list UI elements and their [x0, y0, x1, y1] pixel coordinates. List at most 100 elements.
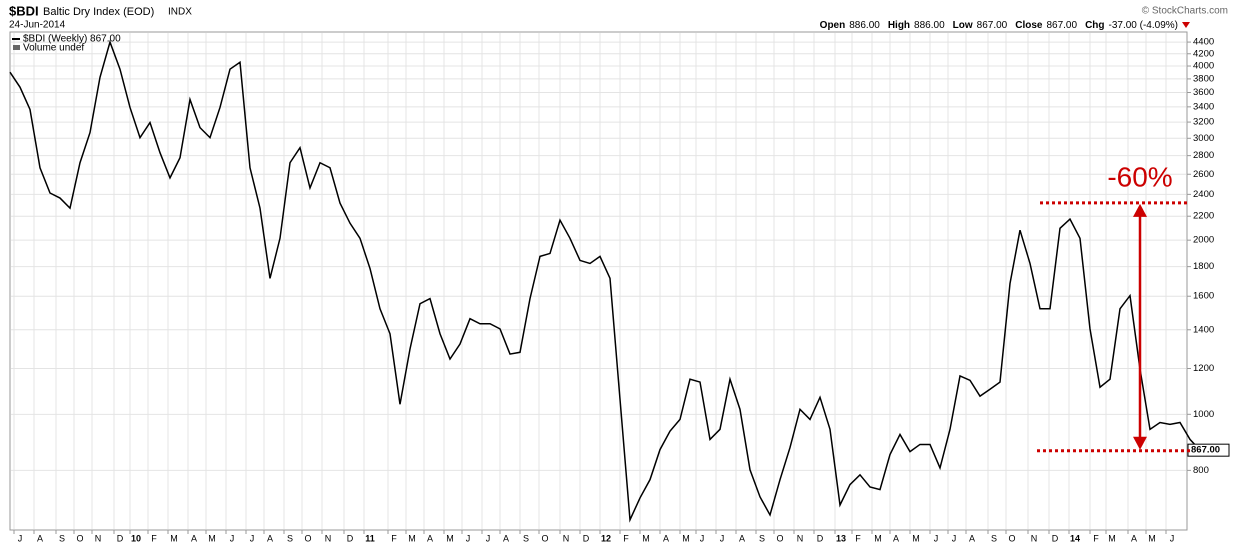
x-tick-label: J — [720, 533, 725, 543]
quote-value: 886.00 — [914, 20, 945, 31]
x-tick-label: O — [1008, 533, 1015, 543]
y-tick-label: 1200 — [1193, 363, 1214, 374]
x-tick-label: M — [170, 533, 178, 543]
x-tick-label: M — [408, 533, 416, 543]
y-tick-label: 2200 — [1193, 211, 1214, 222]
x-tick-label: J — [700, 533, 705, 543]
x-tick-label: J — [1170, 533, 1175, 543]
legend-label: Volume undef — [23, 43, 84, 54]
x-tick-label: A — [663, 533, 669, 543]
y-tick-label: 1000 — [1193, 409, 1214, 420]
x-tick-label: J — [466, 533, 471, 543]
x-tick-label: F — [1093, 533, 1099, 543]
exchange: INDX — [168, 7, 192, 18]
y-tick-label: 3400 — [1193, 101, 1214, 112]
quote-label: Close — [1015, 20, 1043, 31]
x-tick-label: J — [250, 533, 255, 543]
x-tick-label: N — [1031, 533, 1038, 543]
plot-frame — [9, 31, 1188, 531]
quote-value: 867.00 — [1046, 20, 1077, 31]
x-tick-label: J — [952, 533, 957, 543]
x-tick-label: J — [18, 533, 23, 543]
x-tick-label: O — [776, 533, 783, 543]
x-tick-label: A — [1131, 533, 1137, 543]
y-tick-label: 2800 — [1193, 150, 1214, 161]
x-tick-label: S — [523, 533, 529, 543]
y-tick-label: 3000 — [1193, 133, 1214, 144]
x-tick-label: J — [934, 533, 939, 543]
quote-value: 867.00 — [977, 20, 1008, 31]
x-tick-label: A — [427, 533, 433, 543]
x-tick-label: M — [642, 533, 650, 543]
x-tick-label: M — [1108, 533, 1116, 543]
x-tick-label: S — [287, 533, 293, 543]
x-tick-label: O — [304, 533, 311, 543]
x-tick-label: J — [486, 533, 491, 543]
x-tick-label: S — [59, 533, 65, 543]
annotation-text: -60% — [1107, 161, 1172, 192]
x-tick-label: S — [759, 533, 765, 543]
x-tick-label: N — [797, 533, 804, 543]
legend-swatch — [13, 45, 20, 50]
quote-label: High — [888, 20, 910, 31]
y-tick-label: 3600 — [1193, 87, 1214, 98]
x-tick-label: S — [991, 533, 997, 543]
x-tick-label: A — [191, 533, 197, 543]
x-tick-label: F — [623, 533, 629, 543]
quote-label: Chg — [1085, 20, 1104, 31]
x-tick-label: A — [739, 533, 745, 543]
date: 24-Jun-2014 — [9, 20, 66, 31]
x-tick-label: O — [76, 533, 83, 543]
y-tick-label: 2400 — [1193, 189, 1214, 200]
y-tick-label: 1800 — [1193, 261, 1214, 272]
price-line — [9, 39, 1201, 523]
down-arrow — [1182, 22, 1190, 28]
x-tick-label: 13 — [836, 533, 846, 543]
x-tick-label: N — [95, 533, 102, 543]
x-tick-label: M — [446, 533, 454, 543]
arrow-head — [1133, 203, 1147, 217]
x-tick-label: D — [1052, 533, 1059, 543]
chart-title: Baltic Dry Index (EOD) — [43, 6, 154, 18]
y-tick-label: 4000 — [1193, 61, 1214, 72]
y-tick-label: 3800 — [1193, 73, 1214, 84]
x-tick-label: A — [503, 533, 509, 543]
x-tick-label: F — [391, 533, 397, 543]
quote: Open 886.00 High 886.00 Low 867.00 Close 867.00… — [820, 20, 1178, 31]
source: © StockCharts.com — [1142, 6, 1228, 17]
legend-label: $BDI (Weekly) 867.00 — [23, 34, 121, 45]
x-tick-label: F — [151, 533, 157, 543]
quote-label: Open — [820, 20, 846, 31]
x-tick-label: A — [969, 533, 975, 543]
arrow-head — [1133, 436, 1147, 450]
x-tick-label: 14 — [1070, 533, 1080, 543]
x-tick-label: J — [230, 533, 235, 543]
quote-value: -37.00 (-4.09%) — [1109, 20, 1178, 31]
y-tick-label: 2600 — [1193, 169, 1214, 180]
last-value-label: 867.00 — [1191, 445, 1220, 456]
symbol: $BDI — [9, 3, 39, 18]
y-tick-label: 4400 — [1193, 37, 1214, 48]
x-tick-label: A — [37, 533, 43, 543]
x-tick-label: A — [893, 533, 899, 543]
x-tick-label: D — [817, 533, 824, 543]
y-tick-label: 800 — [1193, 465, 1209, 476]
x-tick-label: N — [563, 533, 570, 543]
y-tick-label: 1600 — [1193, 291, 1214, 302]
x-tick-label: 10 — [131, 533, 141, 543]
x-tick-label: D — [117, 533, 124, 543]
x-tick-label: 11 — [365, 533, 375, 543]
y-tick-label: 1400 — [1193, 324, 1214, 335]
x-tick-label: M — [912, 533, 920, 543]
x-tick-label: D — [583, 533, 590, 543]
quote-value: 886.00 — [849, 20, 880, 31]
x-tick-label: M — [874, 533, 882, 543]
x-tick-label: 12 — [601, 533, 611, 543]
x-tick-label: A — [267, 533, 273, 543]
y-tick-label: 4200 — [1193, 48, 1214, 59]
x-tick-label: N — [325, 533, 332, 543]
x-tick-label: M — [1148, 533, 1156, 543]
x-tick-label: D — [347, 533, 354, 543]
x-tick-label: F — [855, 533, 861, 543]
